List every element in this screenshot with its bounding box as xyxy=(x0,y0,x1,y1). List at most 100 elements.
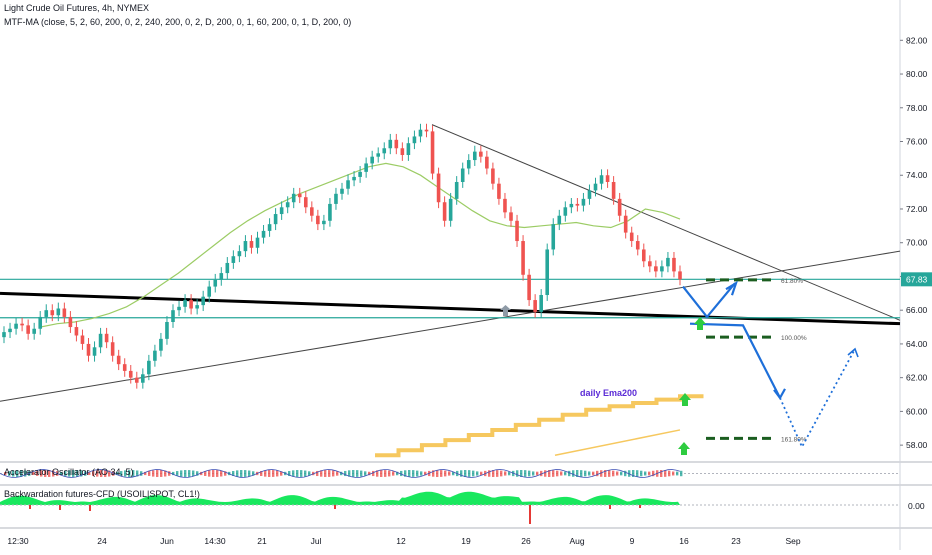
osc-bar xyxy=(88,471,91,476)
projection-arrowhead xyxy=(725,280,738,296)
candle-body xyxy=(195,305,199,309)
projection-path xyxy=(689,322,781,399)
osc-bar xyxy=(240,470,243,477)
osc-bar xyxy=(44,470,47,477)
x-tick-label: 12 xyxy=(396,536,406,546)
osc-bar xyxy=(288,470,291,477)
chart-title: Light Crude Oil Futures, 4h, NYMEX xyxy=(4,3,150,13)
candle-body xyxy=(436,173,441,203)
osc-bar xyxy=(452,471,455,476)
candle-body xyxy=(575,203,580,206)
candle-body xyxy=(213,279,218,287)
osc-bar xyxy=(268,470,271,477)
candle-body xyxy=(128,370,133,378)
candle-body xyxy=(617,198,622,216)
osc-bar xyxy=(180,470,183,477)
osc-bar xyxy=(348,470,351,477)
osc-bar xyxy=(436,470,439,477)
osc-bar xyxy=(4,472,7,475)
osc-bar xyxy=(592,471,595,476)
osc-bar xyxy=(344,470,347,477)
candle-body xyxy=(491,168,495,184)
candle-body xyxy=(557,215,562,225)
osc-bar xyxy=(152,470,155,477)
osc-bar xyxy=(564,471,567,476)
candle-body xyxy=(328,203,332,221)
x-tick-label: Jun xyxy=(160,536,174,546)
osc-bar xyxy=(420,471,423,476)
candle-body xyxy=(134,377,139,383)
osc-bar xyxy=(72,470,75,477)
osc-bar xyxy=(160,470,163,477)
osc-bar xyxy=(396,471,399,476)
candle-body xyxy=(255,237,260,248)
osc-bar xyxy=(104,470,107,477)
candle-body xyxy=(8,328,12,333)
candle-body xyxy=(334,193,338,204)
candle-body xyxy=(509,212,513,221)
candle-body xyxy=(316,215,320,225)
candle-body xyxy=(285,202,290,208)
candle-body xyxy=(122,364,127,371)
osc-bar xyxy=(676,471,679,476)
candle-body xyxy=(352,176,356,181)
osc-bar xyxy=(336,471,339,476)
osc-bar xyxy=(124,470,127,477)
green-up-arrow xyxy=(679,393,691,406)
candle-body xyxy=(442,202,447,221)
candle-body xyxy=(678,271,682,280)
y-tick-label: 64.00 xyxy=(906,339,928,349)
osc-bar xyxy=(400,470,403,477)
ascending-trendline xyxy=(0,250,901,402)
candle-body xyxy=(430,131,435,174)
osc-bar xyxy=(408,470,411,477)
price-tag-bg xyxy=(901,272,932,287)
candle-body xyxy=(225,262,230,274)
osc-bar xyxy=(520,470,523,477)
candle-body xyxy=(660,266,664,272)
candle-body xyxy=(497,183,501,199)
osc-bar xyxy=(672,471,675,476)
osc-bar xyxy=(588,471,591,476)
osc-bar xyxy=(32,471,35,476)
osc-signal-line xyxy=(0,469,681,478)
backwardation-legend: Backwardation futures-CFD (USOIL|SPOT, C… xyxy=(4,489,200,499)
candle-body xyxy=(237,251,242,257)
candle-body xyxy=(141,374,145,383)
osc-bar xyxy=(644,471,647,476)
osc-bar xyxy=(488,470,491,477)
osc-bar xyxy=(388,470,391,477)
osc-bar xyxy=(248,470,251,477)
osc-bar xyxy=(500,470,503,477)
candle-body xyxy=(539,295,543,312)
osc-bar xyxy=(640,470,643,477)
osc-bar xyxy=(604,470,607,477)
osc-bar xyxy=(620,471,623,476)
candle-body xyxy=(406,143,411,156)
candle-body xyxy=(654,266,658,272)
osc-bar xyxy=(76,470,79,477)
candle-body xyxy=(545,249,550,296)
candle-body xyxy=(533,300,537,312)
candle-body xyxy=(98,333,103,348)
osc-bar xyxy=(264,470,267,477)
osc-bar xyxy=(16,470,19,477)
osc-bar xyxy=(316,470,319,477)
osc-bar xyxy=(632,470,635,477)
candle-body xyxy=(267,224,272,231)
osc-bar xyxy=(444,470,447,477)
candle-body xyxy=(147,360,151,375)
x-tick-label: 9 xyxy=(630,536,635,546)
osc-bar xyxy=(144,471,147,476)
osc-bar xyxy=(128,470,131,477)
candle-body xyxy=(581,198,586,206)
candle-body xyxy=(479,151,483,157)
osc-bar xyxy=(96,470,99,477)
y-tick-label: 74.00 xyxy=(906,170,928,180)
candle-body xyxy=(32,328,36,334)
candle-body xyxy=(189,300,193,309)
osc-bar xyxy=(504,471,507,476)
candle-body xyxy=(243,241,248,252)
